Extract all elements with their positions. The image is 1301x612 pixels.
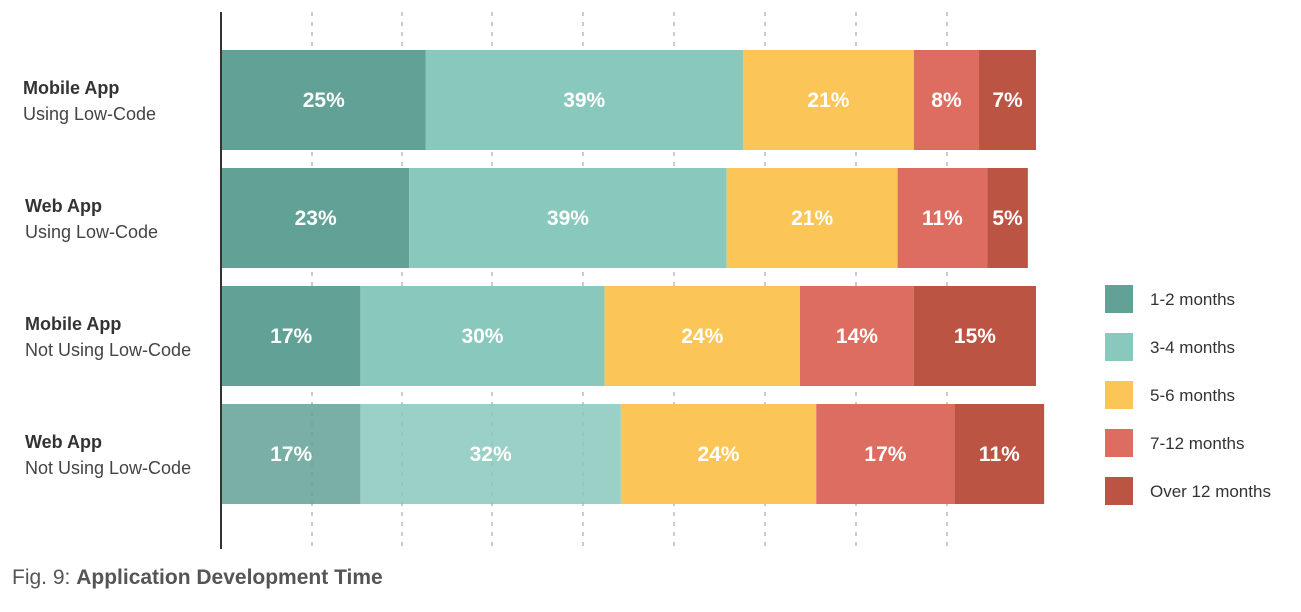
- legend-label: 7-12 months: [1150, 434, 1245, 453]
- bar-segment: [222, 50, 426, 150]
- category-title: Web App: [25, 196, 102, 216]
- legend-label: Over 12 months: [1150, 482, 1271, 501]
- bar-segment: [409, 168, 727, 268]
- caption-prefix: Fig. 9:: [12, 566, 77, 589]
- legend-swatch: [1105, 381, 1133, 409]
- data-label: 23%: [295, 207, 337, 230]
- bar-segment: [620, 404, 817, 504]
- legend-swatch: [1105, 285, 1133, 313]
- legend: 1-2 months 3-4 months 5-6 months 7-12 month…: [1105, 285, 1271, 505]
- data-label: 17%: [864, 443, 906, 466]
- caption-title: Application Development Time: [76, 566, 383, 589]
- category-subtitle: Using Low-Code: [25, 222, 158, 242]
- bar-segment: [425, 50, 743, 150]
- data-label: 21%: [807, 89, 849, 112]
- category-title: Mobile App: [25, 314, 121, 334]
- data-label: 32%: [470, 443, 512, 466]
- bar-segment: [604, 286, 800, 386]
- legend-label: 1-2 months: [1150, 290, 1235, 309]
- bar-segment: [816, 404, 955, 504]
- data-label: 11%: [922, 207, 963, 230]
- bars: 25% 39% 21% 8% 7% 23% 39% 21% 11% 5% 17% 30% 24% 14% 1…: [222, 50, 1045, 504]
- legend-swatch: [1105, 477, 1133, 505]
- data-label: 5%: [992, 207, 1023, 230]
- category-labels: Mobile App Using Low-Code Web App Using Low…: [23, 78, 191, 478]
- category-title: Mobile App: [23, 78, 119, 98]
- legend-label: 3-4 months: [1150, 338, 1235, 357]
- bar-segment: [913, 286, 1036, 386]
- data-label: 25%: [303, 89, 345, 112]
- bar-segment: [987, 168, 1028, 268]
- data-label: 24%: [698, 443, 740, 466]
- bar-segment: [897, 168, 988, 268]
- data-label: 11%: [979, 443, 1020, 466]
- bar-segment: [913, 50, 980, 150]
- legend-swatch: [1105, 429, 1133, 457]
- category-subtitle: Using Low-Code: [23, 104, 156, 124]
- category-subtitle: Not Using Low-Code: [25, 458, 191, 478]
- data-label: 24%: [681, 325, 723, 348]
- data-label: 39%: [563, 89, 605, 112]
- bar-segment: [360, 286, 605, 386]
- bar-segment: [979, 50, 1036, 150]
- bar-segment: [726, 168, 898, 268]
- data-label: 21%: [791, 207, 833, 230]
- bar-segment: [222, 404, 361, 504]
- legend-swatch: [1105, 333, 1133, 361]
- data-label: 7%: [992, 89, 1023, 112]
- data-label: 39%: [547, 207, 589, 230]
- data-label: 17%: [270, 325, 312, 348]
- data-label: 17%: [270, 443, 312, 466]
- bar-segment: [954, 404, 1045, 504]
- bar-segment: [222, 286, 361, 386]
- category-title: Web App: [25, 432, 102, 452]
- category-subtitle: Not Using Low-Code: [25, 340, 191, 360]
- bar-segment: [799, 286, 914, 386]
- data-label: 15%: [954, 325, 996, 348]
- data-label: 30%: [461, 325, 503, 348]
- legend-label: 5-6 months: [1150, 386, 1235, 405]
- figure-caption: Fig. 9: Application Development Time: [12, 566, 383, 590]
- data-label: 14%: [836, 325, 878, 348]
- data-label: 8%: [931, 89, 962, 112]
- bar-segment: [222, 168, 410, 268]
- bar-segment: [360, 404, 621, 504]
- bar-segment: [742, 50, 914, 150]
